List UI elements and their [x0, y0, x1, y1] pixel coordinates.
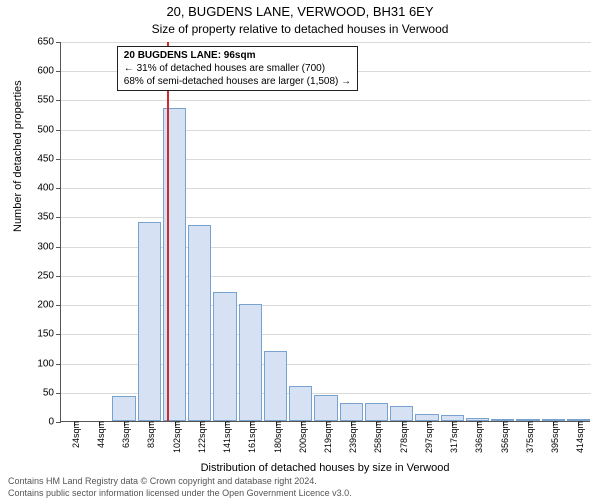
ytick-label: 100	[14, 358, 54, 369]
xtick-label: 161sqm	[247, 421, 257, 453]
info-line-1: 20 BUGDENS LANE: 96sqm	[124, 49, 351, 62]
gridline	[61, 130, 591, 131]
footer-line-2: Contains public sector information licen…	[8, 488, 352, 498]
xtick-label: 297sqm	[424, 421, 434, 453]
xtick-label: 219sqm	[323, 421, 333, 453]
ytick-label: 400	[14, 183, 54, 194]
footer-line-1: Contains HM Land Registry data © Crown c…	[8, 476, 317, 486]
plot-inner: 0501001502002503003504004505005506006502…	[60, 42, 590, 422]
xtick-label: 258sqm	[373, 421, 383, 453]
ytick-mark	[56, 393, 61, 394]
chart-title-sub: Size of property relative to detached ho…	[0, 22, 600, 36]
info-line-2: ← 31% of detached houses are smaller (70…	[124, 62, 351, 75]
gridline	[61, 217, 591, 218]
histogram-bar	[112, 396, 135, 421]
xtick-label: 141sqm	[222, 421, 232, 453]
ytick-mark	[56, 276, 61, 277]
xtick-label: 83sqm	[146, 421, 156, 448]
xtick-label: 375sqm	[525, 421, 535, 453]
ytick-mark	[56, 305, 61, 306]
histogram-bar	[239, 304, 262, 421]
xtick-label: 24sqm	[71, 421, 81, 448]
info-line-3: 68% of semi-detached houses are larger (…	[124, 75, 351, 88]
xtick-label: 239sqm	[348, 421, 358, 453]
xtick-label: 414sqm	[575, 421, 585, 453]
ytick-mark	[56, 217, 61, 218]
histogram-bar	[340, 403, 363, 421]
histogram-bar	[188, 225, 211, 421]
xtick-label: 317sqm	[449, 421, 459, 453]
ytick-label: 500	[14, 124, 54, 135]
xtick-label: 278sqm	[399, 421, 409, 453]
ytick-mark	[56, 334, 61, 335]
marker-info-box: 20 BUGDENS LANE: 96sqm← 31% of detached …	[117, 46, 358, 91]
xtick-label: 356sqm	[500, 421, 510, 453]
x-axis-label: Distribution of detached houses by size …	[60, 462, 590, 474]
xtick-label: 180sqm	[273, 421, 283, 453]
histogram-bar	[314, 395, 337, 421]
ytick-label: 300	[14, 241, 54, 252]
plot-area: Number of detached properties 0501001502…	[60, 42, 590, 422]
histogram-bar	[289, 386, 312, 421]
xtick-label: 63sqm	[121, 421, 131, 448]
ytick-label: 50	[14, 387, 54, 398]
histogram-bar	[213, 292, 236, 421]
gridline	[61, 188, 591, 189]
ytick-label: 650	[14, 37, 54, 48]
histogram-bar	[365, 403, 388, 421]
xtick-label: 44sqm	[96, 421, 106, 448]
xtick-label: 200sqm	[298, 421, 308, 453]
xtick-label: 336sqm	[474, 421, 484, 453]
ytick-label: 150	[14, 329, 54, 340]
marker-line	[167, 42, 169, 421]
ytick-mark	[56, 100, 61, 101]
histogram-bar	[390, 406, 413, 421]
xtick-label: 102sqm	[172, 421, 182, 453]
ytick-mark	[56, 247, 61, 248]
ytick-mark	[56, 130, 61, 131]
ytick-label: 350	[14, 212, 54, 223]
ytick-mark	[56, 188, 61, 189]
histogram-bar	[415, 414, 438, 421]
ytick-label: 250	[14, 270, 54, 281]
ytick-label: 600	[14, 66, 54, 77]
ytick-mark	[56, 159, 61, 160]
gridline	[61, 100, 591, 101]
histogram-bar	[264, 351, 287, 421]
ytick-mark	[56, 42, 61, 43]
ytick-label: 550	[14, 95, 54, 106]
ytick-mark	[56, 71, 61, 72]
xtick-label: 395sqm	[550, 421, 560, 453]
histogram-bar	[138, 222, 161, 421]
ytick-mark	[56, 422, 61, 423]
gridline	[61, 159, 591, 160]
chart-title-main: 20, BUGDENS LANE, VERWOOD, BH31 6EY	[0, 4, 600, 19]
gridline	[61, 42, 591, 43]
xtick-label: 122sqm	[197, 421, 207, 453]
ytick-label: 450	[14, 153, 54, 164]
ytick-label: 0	[14, 417, 54, 428]
ytick-mark	[56, 364, 61, 365]
ytick-label: 200	[14, 300, 54, 311]
